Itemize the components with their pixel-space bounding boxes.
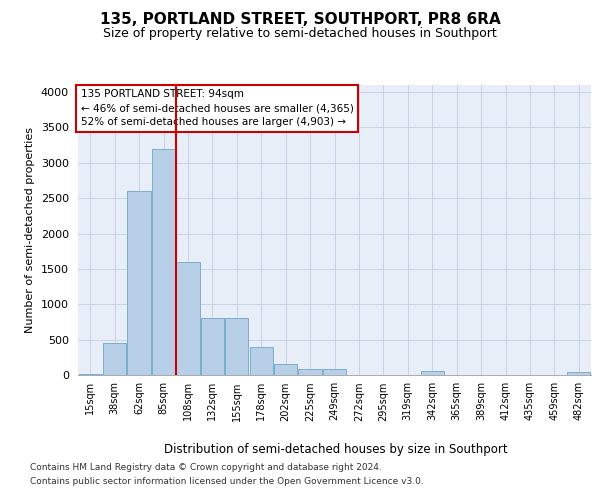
Bar (225, 318, 248, 375)
Text: 135, PORTLAND STREET, SOUTHPORT, PR8 6RA: 135, PORTLAND STREET, SOUTHPORT, PR8 6RA (100, 12, 500, 28)
Bar (567, 372, 590, 375)
Bar (250, 348, 273, 375)
Bar (298, 368, 322, 375)
Bar (103, 343, 126, 375)
Text: Size of property relative to semi-detached houses in Southport: Size of property relative to semi-detach… (103, 28, 497, 40)
Bar (127, 191, 151, 375)
Text: Contains HM Land Registry data © Crown copyright and database right 2024.: Contains HM Land Registry data © Crown c… (30, 464, 382, 472)
Bar (274, 364, 297, 375)
Y-axis label: Number of semi-detached properties: Number of semi-detached properties (25, 127, 35, 333)
Text: 135 PORTLAND STREET: 94sqm
← 46% of semi-detached houses are smaller (4,365)
52%: 135 PORTLAND STREET: 94sqm ← 46% of semi… (80, 90, 353, 128)
Bar (152, 148, 175, 375)
Bar (323, 370, 346, 375)
Text: Distribution of semi-detached houses by size in Southport: Distribution of semi-detached houses by … (164, 442, 508, 456)
Text: Contains public sector information licensed under the Open Government Licence v3: Contains public sector information licen… (30, 477, 424, 486)
Bar (79, 374, 102, 375)
Bar (421, 371, 444, 375)
Bar (201, 318, 224, 375)
Bar (176, 262, 200, 375)
